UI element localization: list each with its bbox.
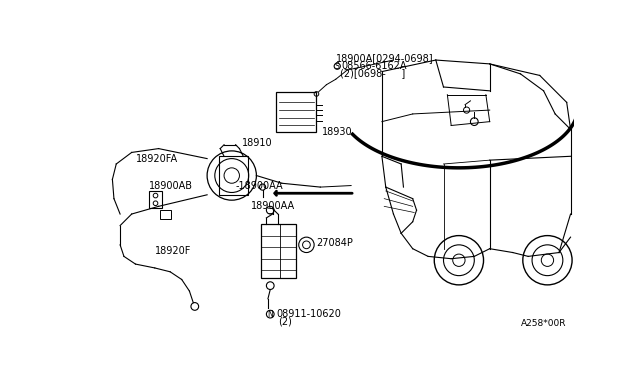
Bar: [160, 210, 171, 219]
Text: 18900AB: 18900AB: [149, 180, 193, 190]
Text: 18910: 18910: [242, 138, 273, 148]
Text: A258*00R: A258*00R: [520, 319, 566, 328]
Text: N: N: [268, 310, 273, 319]
Bar: [149, 191, 162, 208]
Bar: [276, 92, 316, 132]
Bar: [219, 156, 248, 195]
Text: -18900AA: -18900AA: [236, 180, 284, 190]
Text: 08911-10620: 08911-10620: [276, 309, 341, 319]
Text: 18920FA: 18920FA: [136, 154, 178, 164]
Text: 08566-6162A: 08566-6162A: [342, 61, 408, 71]
Bar: [261, 224, 296, 278]
Text: 27084P: 27084P: [316, 238, 353, 248]
Text: 18900A[0294-0698]: 18900A[0294-0698]: [336, 54, 433, 64]
Text: 18920F: 18920F: [155, 246, 191, 256]
Text: (2): (2): [278, 317, 292, 327]
Text: 18900AA: 18900AA: [251, 201, 295, 211]
Text: (2)[0698-     ]: (2)[0698- ]: [340, 68, 406, 78]
Text: S: S: [335, 62, 340, 71]
Text: 18930: 18930: [322, 126, 353, 137]
